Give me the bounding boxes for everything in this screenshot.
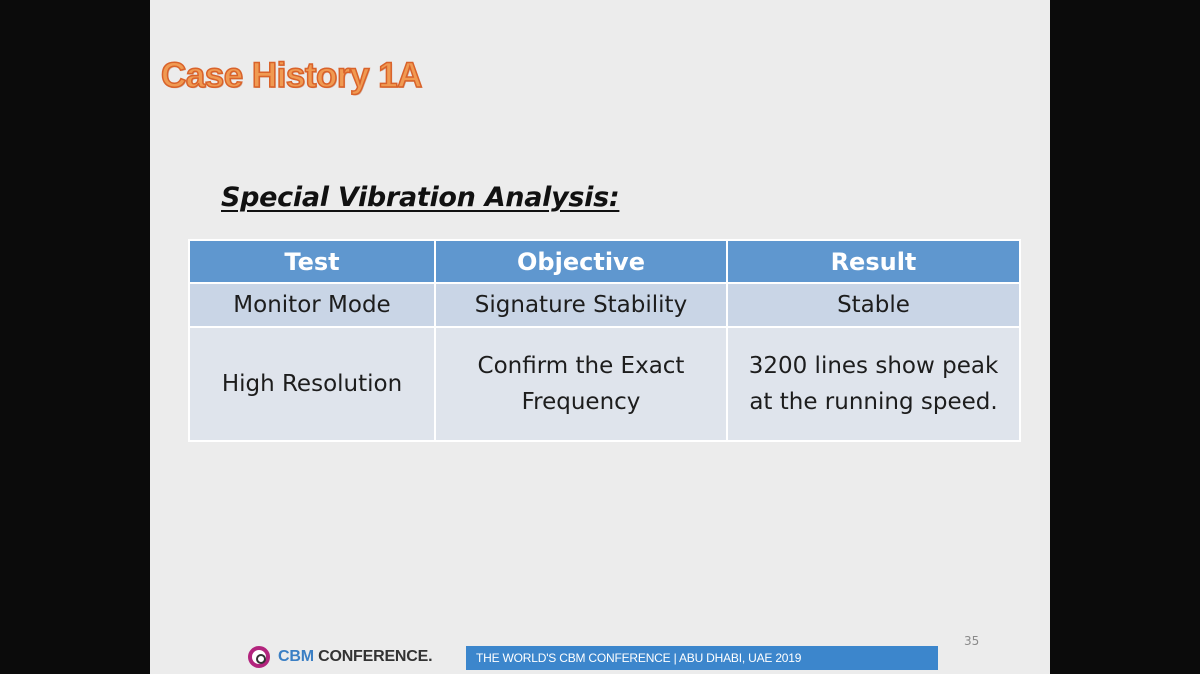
header-result: Result [726, 239, 1021, 284]
table-header-row: Test Objective Result [188, 239, 1021, 284]
cell-test: Monitor Mode [188, 282, 436, 328]
cbm-logo-icon [248, 646, 270, 668]
slide: Case History 1A Special Vibration Analys… [150, 0, 1050, 674]
cell-text: Confirm the Exact [477, 353, 685, 379]
logo-cbm-text: CBM [278, 648, 314, 665]
table-row: Monitor Mode Signature Stability Stable [188, 282, 1021, 328]
cell-text: Frequency [521, 389, 641, 415]
cell-result: 3200 lines show peak at the running spee… [726, 326, 1021, 442]
cell-text: Signature Stability [474, 292, 688, 318]
cell-result: Stable [726, 282, 1021, 328]
page-number: 35 [964, 634, 980, 648]
header-test: Test [188, 239, 436, 284]
slide-title: Case History 1A [160, 55, 423, 96]
cell-text: Monitor Mode [233, 292, 391, 318]
cell-objective: Signature Stability [434, 282, 728, 328]
slide-footer: CBM CONFERENCE. THE WORLD'S CBM CONFEREN… [150, 640, 1050, 674]
cell-objective: Confirm the Exact Frequency [434, 326, 728, 442]
logo-conference-text: CONFERENCE. [318, 648, 433, 665]
header-objective: Objective [434, 239, 728, 284]
cbm-logo: CBM CONFERENCE. [248, 640, 433, 674]
cell-text: Stable [837, 292, 910, 318]
cell-text: at the running speed. [749, 389, 998, 415]
cell-test: High Resolution [188, 326, 436, 442]
cell-text: High Resolution [221, 371, 403, 397]
cbm-logo-text: CBM CONFERENCE. [278, 648, 433, 666]
results-table: Test Objective Result Monitor Mode Signa… [188, 239, 1021, 442]
cell-text: 3200 lines show peak [748, 353, 999, 379]
slide-subtitle: Special Vibration Analysis: [221, 182, 620, 213]
footer-banner: THE WORLD'S CBM CONFERENCE | ABU DHABI, … [466, 646, 938, 670]
table-row: High Resolution Confirm the Exact Freque… [188, 326, 1021, 442]
